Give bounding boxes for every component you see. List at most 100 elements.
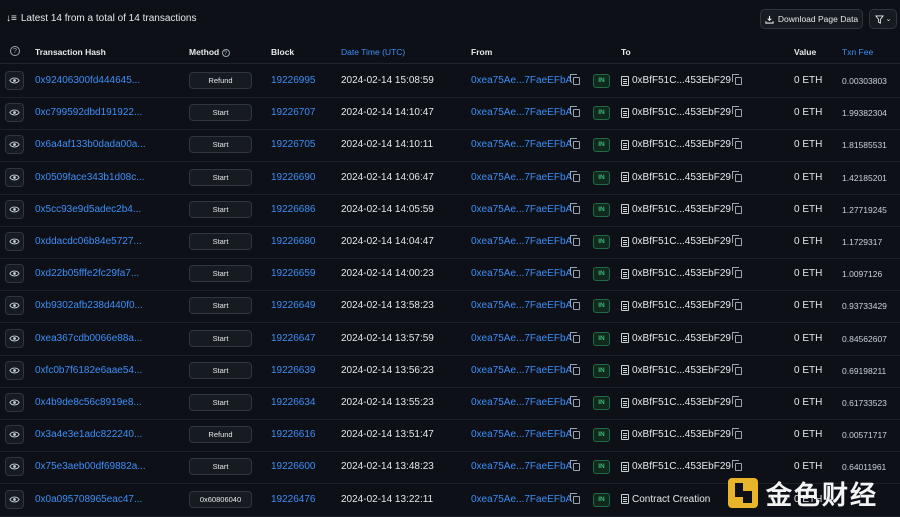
- copy-icon[interactable]: [570, 331, 580, 343]
- to-address[interactable]: 0xBfF51C...453EbF29: [621, 107, 731, 118]
- transaction-hash-link[interactable]: 0x5cc93e9d5adec2b4...: [35, 203, 142, 215]
- copy-icon[interactable]: [570, 460, 580, 472]
- transaction-hash-link[interactable]: 0xddacdc06b84e5727...: [35, 236, 142, 247]
- view-details-button[interactable]: [5, 457, 24, 477]
- block-link[interactable]: 19226705: [271, 139, 316, 151]
- copy-icon[interactable]: [732, 396, 742, 407]
- from-address-link[interactable]: 0xea75Ae...7FaeEFbA: [471, 268, 573, 280]
- copy-icon[interactable]: [732, 460, 742, 472]
- copy-icon[interactable]: [570, 235, 580, 246]
- view-details-button[interactable]: [5, 199, 24, 219]
- to-address[interactable]: 0xBfF51C...453EbF29: [621, 429, 731, 440]
- to-address[interactable]: 0xBfF51C...453EbF29: [621, 172, 731, 183]
- transaction-hash-link[interactable]: 0x6a4af133b0dada00a...: [35, 139, 146, 151]
- view-details-button[interactable]: [5, 425, 24, 445]
- to-address[interactable]: 0xBfF51C...453EbF29: [621, 461, 731, 472]
- copy-icon[interactable]: [570, 170, 580, 182]
- copy-icon[interactable]: [570, 267, 580, 279]
- view-details-button[interactable]: [5, 360, 24, 380]
- view-details-button[interactable]: [5, 71, 24, 90]
- from-address-link[interactable]: 0xea75Ae...7FaeEFbA: [471, 203, 573, 215]
- help-icon[interactable]: ?: [10, 46, 20, 56]
- block-link[interactable]: 19226647: [271, 332, 316, 344]
- from-address-link[interactable]: 0xea75Ae...7FaeEFbA: [471, 300, 573, 312]
- view-details-button[interactable]: [5, 103, 24, 123]
- copy-icon[interactable]: [732, 299, 742, 311]
- from-address-link[interactable]: 0xea75Ae...7FaeEFbA: [471, 461, 573, 473]
- from-address-link[interactable]: 0xea75Ae...7FaeEFbA: [471, 75, 573, 86]
- view-details-button[interactable]: [5, 232, 24, 251]
- view-details-button[interactable]: [5, 167, 24, 187]
- filter-button[interactable]: ⌄: [869, 9, 897, 29]
- view-details-button[interactable]: [5, 296, 24, 316]
- from-address-link[interactable]: 0xea75Ae...7FaeEFbA: [471, 107, 573, 119]
- transaction-hash-link[interactable]: 0xd22b05fffe2fc29fa7...: [35, 268, 140, 280]
- view-details-button[interactable]: [5, 489, 24, 509]
- copy-icon[interactable]: [570, 138, 580, 150]
- transaction-hash-link[interactable]: 0xea367cdb0066e88a...: [35, 332, 143, 344]
- block-link[interactable]: 19226639: [271, 364, 316, 376]
- transaction-hash-link[interactable]: 0x0a095708965eac47...: [35, 493, 143, 505]
- block-link[interactable]: 19226995: [271, 75, 316, 86]
- block-link[interactable]: 19226686: [271, 203, 316, 215]
- copy-icon[interactable]: [570, 299, 580, 311]
- from-address-link[interactable]: 0xea75Ae...7FaeEFbA: [471, 236, 573, 247]
- from-address-link[interactable]: 0xea75Ae...7FaeEFbA: [471, 139, 573, 151]
- copy-icon[interactable]: [732, 202, 742, 214]
- header-datetime[interactable]: Date Time (UTC): [341, 47, 406, 57]
- copy-icon[interactable]: [732, 331, 742, 343]
- block-link[interactable]: 19226680: [271, 236, 316, 247]
- to-address[interactable]: 0xBfF51C...453EbF29: [621, 333, 731, 344]
- from-address-link[interactable]: 0xea75Ae...7FaeEFbA: [471, 364, 573, 376]
- view-details-button[interactable]: [5, 264, 24, 284]
- transaction-hash-link[interactable]: 0x4b9de8c56c8919e8...: [35, 397, 142, 408]
- header-fee[interactable]: Txn Fee: [842, 47, 874, 57]
- transaction-hash-link[interactable]: 0x3a4e3e1adc822240...: [35, 429, 143, 441]
- to-address[interactable]: 0xBfF51C...453EbF29: [621, 397, 731, 408]
- transaction-hash-link[interactable]: 0x75e3aeb00df69882a...: [35, 461, 146, 473]
- from-address-link[interactable]: 0xea75Ae...7FaeEFbA: [471, 397, 573, 408]
- to-address[interactable]: 0xBfF51C...453EbF29: [621, 236, 731, 247]
- view-details-button[interactable]: [5, 393, 24, 412]
- block-link[interactable]: 19226649: [271, 300, 316, 312]
- download-page-data-button[interactable]: Download Page Data: [760, 9, 863, 29]
- from-address-link[interactable]: 0xea75Ae...7FaeEFbA: [471, 332, 573, 344]
- from-address-link[interactable]: 0xea75Ae...7FaeEFbA: [471, 493, 573, 505]
- from-address-link[interactable]: 0xea75Ae...7FaeEFbA: [471, 429, 573, 441]
- transaction-hash-link[interactable]: 0x92406300fd444645...: [35, 75, 141, 86]
- to-address[interactable]: 0xBfF51C...453EbF29: [621, 365, 731, 376]
- copy-icon[interactable]: [732, 267, 742, 279]
- to-address[interactable]: 0xBfF51C...453EbF29: [621, 139, 731, 150]
- copy-icon[interactable]: [732, 363, 742, 375]
- copy-icon[interactable]: [732, 428, 742, 440]
- to-address[interactable]: Contract Creation: [621, 494, 710, 505]
- view-details-button[interactable]: [5, 328, 24, 348]
- block-link[interactable]: 19226616: [271, 429, 316, 441]
- transaction-hash-link[interactable]: 0xc799592dbd191922...: [35, 107, 143, 119]
- copy-icon[interactable]: [732, 138, 742, 150]
- to-address[interactable]: 0xBfF51C...453EbF29: [621, 268, 731, 279]
- copy-icon[interactable]: [732, 74, 742, 85]
- copy-icon[interactable]: [570, 492, 580, 504]
- copy-icon[interactable]: [732, 170, 742, 182]
- block-link[interactable]: 19226476: [271, 493, 316, 505]
- transaction-hash-link[interactable]: 0xb9302afb238d440f0...: [35, 300, 143, 312]
- block-link[interactable]: 19226707: [271, 107, 316, 119]
- transaction-hash-link[interactable]: 0xfc0b7f6182e6aae54...: [35, 364, 143, 376]
- copy-icon[interactable]: [570, 202, 580, 214]
- copy-icon[interactable]: [570, 74, 580, 85]
- view-details-button[interactable]: [5, 135, 24, 155]
- copy-icon[interactable]: [570, 363, 580, 375]
- copy-icon[interactable]: [570, 396, 580, 407]
- copy-icon[interactable]: [570, 106, 580, 118]
- block-link[interactable]: 19226600: [271, 461, 316, 473]
- from-address-link[interactable]: 0xea75Ae...7FaeEFbA: [471, 171, 573, 183]
- block-link[interactable]: 19226690: [271, 171, 316, 183]
- transaction-hash-link[interactable]: 0x0509face343b1d08c...: [35, 171, 145, 183]
- to-address[interactable]: 0xBfF51C...453EbF29: [621, 204, 731, 215]
- block-link[interactable]: 19226659: [271, 268, 316, 280]
- to-address[interactable]: 0xBfF51C...453EbF29: [621, 300, 731, 311]
- block-link[interactable]: 19226634: [271, 397, 316, 408]
- copy-icon[interactable]: [732, 235, 742, 246]
- to-address[interactable]: 0xBfF51C...453EbF29: [621, 75, 731, 86]
